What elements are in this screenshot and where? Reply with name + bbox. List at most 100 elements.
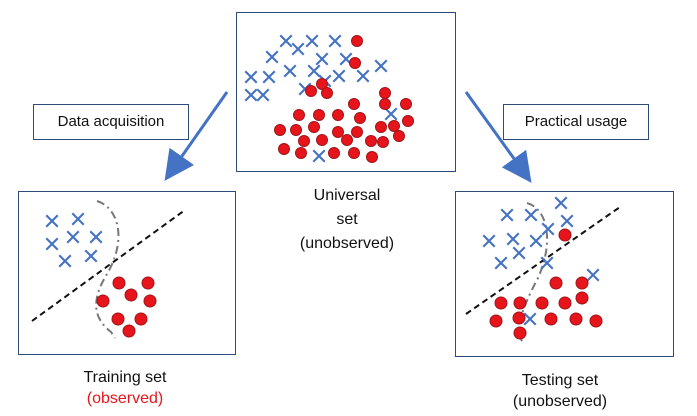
testing-caption-title: Testing set bbox=[521, 372, 599, 389]
cross-marker bbox=[332, 69, 346, 83]
circle-marker bbox=[558, 296, 572, 310]
circle-marker bbox=[575, 291, 589, 305]
circle-marker bbox=[332, 109, 344, 121]
cross-marker bbox=[71, 212, 85, 226]
testing-set-panel bbox=[455, 191, 674, 357]
circle-marker bbox=[393, 130, 405, 142]
cross-marker bbox=[506, 232, 520, 246]
cross-marker bbox=[328, 34, 342, 48]
universal-caption-line1: Universal bbox=[313, 187, 381, 204]
cross-marker bbox=[283, 64, 297, 78]
circle-marker bbox=[402, 115, 414, 127]
cross-marker bbox=[262, 70, 276, 84]
circle-marker bbox=[316, 78, 328, 90]
circle-marker bbox=[316, 134, 328, 146]
cross-marker bbox=[58, 254, 72, 268]
testing-caption: Testing set (unobserved) bbox=[480, 370, 640, 412]
cross-marker bbox=[244, 70, 258, 84]
circle-marker bbox=[134, 312, 148, 326]
data-acquisition-label: Data acquisition bbox=[33, 104, 189, 140]
circle-marker bbox=[293, 109, 305, 121]
circle-marker bbox=[313, 109, 325, 121]
cross-marker bbox=[494, 256, 508, 270]
cross-marker bbox=[305, 34, 319, 48]
circle-marker bbox=[278, 143, 290, 155]
cross-marker bbox=[374, 59, 388, 73]
circle-marker bbox=[535, 296, 549, 310]
cross-marker bbox=[482, 234, 496, 248]
universal-scatter bbox=[244, 34, 414, 163]
circle-marker bbox=[122, 324, 136, 338]
circle-marker bbox=[569, 312, 583, 326]
circle-marker bbox=[513, 326, 527, 340]
cross-marker bbox=[89, 230, 103, 244]
practical-usage-label: Practical usage bbox=[503, 104, 649, 140]
circle-marker bbox=[575, 276, 589, 290]
circle-marker bbox=[379, 87, 391, 99]
circle-marker bbox=[124, 288, 138, 302]
circle-marker bbox=[112, 276, 126, 290]
cross-marker bbox=[500, 208, 514, 222]
circle-marker bbox=[379, 98, 391, 110]
testing-caption-unobserved: (unobserved) bbox=[512, 393, 608, 410]
cross-marker bbox=[523, 312, 537, 326]
cross-marker bbox=[265, 50, 279, 64]
nonlinear-boundary-curve bbox=[95, 200, 120, 339]
circle-marker bbox=[388, 120, 400, 132]
circle-marker bbox=[141, 276, 155, 290]
universal-caption-line2: set bbox=[336, 211, 358, 228]
circle-marker bbox=[354, 112, 366, 124]
circle-marker bbox=[544, 312, 558, 326]
circle-marker bbox=[400, 98, 412, 110]
circle-marker bbox=[321, 87, 333, 99]
cross-marker bbox=[45, 237, 59, 251]
circle-marker bbox=[308, 121, 320, 133]
cross-marker bbox=[291, 42, 305, 56]
circle-marker bbox=[494, 296, 508, 310]
circle-marker bbox=[274, 124, 286, 136]
cross-marker bbox=[256, 88, 270, 102]
cross-marker bbox=[307, 64, 321, 78]
linear-boundary-line bbox=[465, 206, 621, 315]
training-caption-title: Training set bbox=[83, 369, 167, 386]
cross-marker bbox=[512, 246, 526, 260]
circle-marker bbox=[349, 57, 361, 69]
circle-marker bbox=[489, 314, 503, 328]
circle-marker bbox=[348, 147, 360, 159]
cross-marker bbox=[524, 208, 538, 222]
circle-marker bbox=[589, 314, 603, 328]
circle-marker bbox=[332, 126, 344, 138]
cross-marker bbox=[540, 256, 554, 270]
training-scatter bbox=[31, 200, 186, 339]
cross-marker bbox=[356, 69, 370, 83]
circle-marker bbox=[558, 228, 572, 242]
circle-marker bbox=[512, 311, 526, 325]
cross-marker bbox=[66, 230, 80, 244]
training-set-panel bbox=[18, 191, 236, 355]
universal-caption: Universal set (unobserved) bbox=[272, 184, 422, 256]
circle-marker bbox=[328, 147, 340, 159]
circle-marker bbox=[111, 312, 125, 326]
universal-set-panel bbox=[236, 12, 456, 172]
circle-marker bbox=[295, 147, 307, 159]
cross-marker bbox=[244, 88, 258, 102]
cross-marker bbox=[312, 149, 326, 163]
circle-marker bbox=[351, 35, 363, 47]
circle-marker bbox=[375, 121, 387, 133]
circle-marker bbox=[549, 276, 563, 290]
cross-marker bbox=[45, 214, 59, 228]
cross-marker bbox=[279, 34, 293, 48]
circle-marker bbox=[377, 136, 389, 148]
circle-marker bbox=[348, 98, 360, 110]
cross-marker bbox=[529, 234, 543, 248]
circle-marker bbox=[365, 135, 377, 147]
circle-marker bbox=[305, 85, 317, 97]
circle-marker bbox=[96, 294, 110, 308]
circle-marker bbox=[513, 296, 527, 310]
training-caption-observed: (observed) bbox=[86, 390, 164, 407]
training-caption: Training set (observed) bbox=[50, 367, 200, 409]
nonlinear-boundary-curve bbox=[518, 202, 549, 345]
cross-marker bbox=[84, 249, 98, 263]
circle-marker bbox=[366, 151, 378, 163]
circle-marker bbox=[143, 294, 157, 308]
